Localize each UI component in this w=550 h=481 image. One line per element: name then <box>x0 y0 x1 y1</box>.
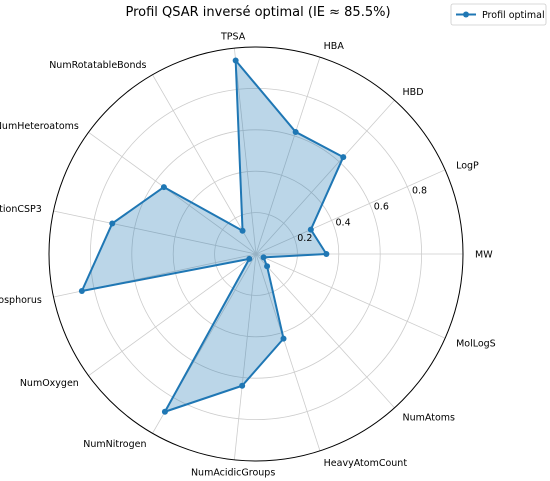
spoke-numatoms <box>255 253 395 409</box>
data-point-mollogs <box>260 254 267 261</box>
axis-label-hba: HBA <box>324 41 345 52</box>
outer-frame <box>48 46 464 462</box>
data-point-numnitrogen <box>161 408 168 415</box>
data-point-numatoms <box>264 263 271 270</box>
spoke-mollogs <box>255 253 446 339</box>
axis-label-mollogs: MolLogS <box>456 339 496 350</box>
axis-label-numoxygen: NumOxygen <box>20 378 79 389</box>
legend-frame <box>450 3 547 26</box>
data-point-numrotatablebonds <box>239 227 246 234</box>
spoke-numheteroatoms <box>88 132 257 255</box>
axis-label-numatoms: NumAtoms <box>403 412 456 423</box>
spoke-tpsa <box>233 48 257 255</box>
axis-label-hbd: HBD <box>403 87 424 98</box>
data-point-fractioncsp3 <box>109 220 116 227</box>
legend-label: Profil optimal <box>482 10 545 21</box>
series-area <box>81 60 344 412</box>
radial-tick-label: 0.6 <box>374 201 389 212</box>
axis-label-tpsa: TPSA <box>220 32 246 43</box>
radial-tick-label: 0.2 <box>297 233 312 244</box>
legend-marker <box>463 11 469 18</box>
spoke-hba <box>255 57 321 255</box>
chart-title: Profil QSAR inversé optimal (IE ≈ 85.5%) <box>125 5 390 20</box>
axis-label-numacidicgroups: NumAcidicGroups <box>191 467 275 478</box>
radial-tick-label: 0.4 <box>336 217 351 228</box>
axis-label-heavyatomcount: HeavyAtomCount <box>324 458 408 469</box>
spoke-hbd <box>255 99 395 255</box>
radial-ticks: 0.2 0.4 0.6 0.8 <box>297 186 427 245</box>
data-point-hbd <box>340 154 347 161</box>
data-point-tpsa <box>232 57 239 64</box>
axis-label-mw: MW <box>475 250 493 261</box>
legend: Profil optimal <box>450 3 547 26</box>
spoke-fractioncsp3 <box>53 210 257 255</box>
axis-label-numnitrogen: NumNitrogen <box>83 439 146 450</box>
data-point-hba <box>292 128 299 135</box>
spoke-numacidicgroups <box>233 253 257 460</box>
polar-grid <box>48 46 464 462</box>
data-point-numheteroatoms <box>160 184 167 191</box>
axis-label-numphosphorus: NumPhosphorus <box>0 295 42 306</box>
axis-label-numrotatablebonds: NumRotatableBonds <box>49 60 146 71</box>
series-layer <box>78 57 347 415</box>
data-point-numacidicgroups <box>239 382 246 389</box>
series-line <box>80 59 345 413</box>
spoke-heavyatomcount <box>255 253 321 451</box>
data-point-heavyatomcount <box>280 335 287 342</box>
radial-tick-label: 0.8 <box>412 186 427 197</box>
axis-label-logp: LogP <box>456 160 479 171</box>
data-point-numphosphorus <box>78 288 85 295</box>
spoke-logp <box>255 169 446 255</box>
data-point-logp <box>307 226 314 233</box>
axis-label-fractioncsp3: FractionCSP3 <box>0 204 42 215</box>
spoke-numoxygen <box>88 253 257 376</box>
axis-label-numheteroatoms: NumHeteroatoms <box>0 121 79 132</box>
data-point-numoxygen <box>246 255 253 262</box>
axis-labels: MW LogP HBD HBA TPSA NumRotatableBonds NumHete… <box>0 32 496 479</box>
data-point-mw <box>323 251 330 257</box>
spoke-numrotatablebonds <box>152 74 257 255</box>
